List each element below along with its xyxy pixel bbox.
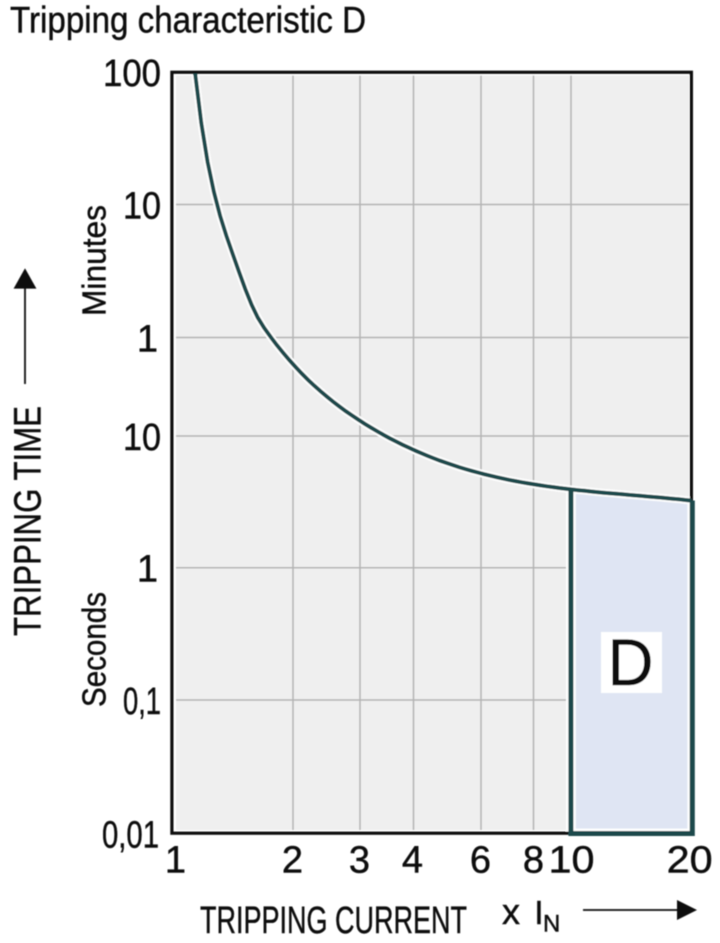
svg-text:1: 1 [165,839,186,881]
svg-text:20: 20 [667,839,713,881]
svg-text:1: 1 [137,549,158,591]
svg-text:2: 2 [282,839,303,881]
svg-text:D: D [608,626,654,699]
svg-text:6: 6 [470,839,491,881]
svg-text:0,1: 0,1 [123,681,161,723]
svg-text:Tripping characteristic D: Tripping characteristic D [10,0,366,40]
svg-text:x: x [502,891,520,932]
svg-text:TRIPPING TIME: TRIPPING TIME [7,406,49,636]
svg-text:100: 100 [103,53,161,95]
svg-text:TRIPPING CURRENT: TRIPPING CURRENT [200,900,467,942]
svg-text:N: N [543,910,560,937]
svg-text:10: 10 [123,417,161,459]
svg-text:Seconds: Seconds [75,592,112,707]
svg-text:0,01: 0,01 [102,814,159,856]
svg-text:Minutes: Minutes [75,205,112,316]
svg-text:8: 8 [523,839,544,881]
svg-text:4: 4 [402,839,423,881]
svg-text:1: 1 [137,318,158,360]
svg-text:10: 10 [549,839,595,881]
svg-text:10: 10 [123,185,161,227]
svg-text:3: 3 [349,839,370,881]
svg-text:I: I [534,894,543,931]
